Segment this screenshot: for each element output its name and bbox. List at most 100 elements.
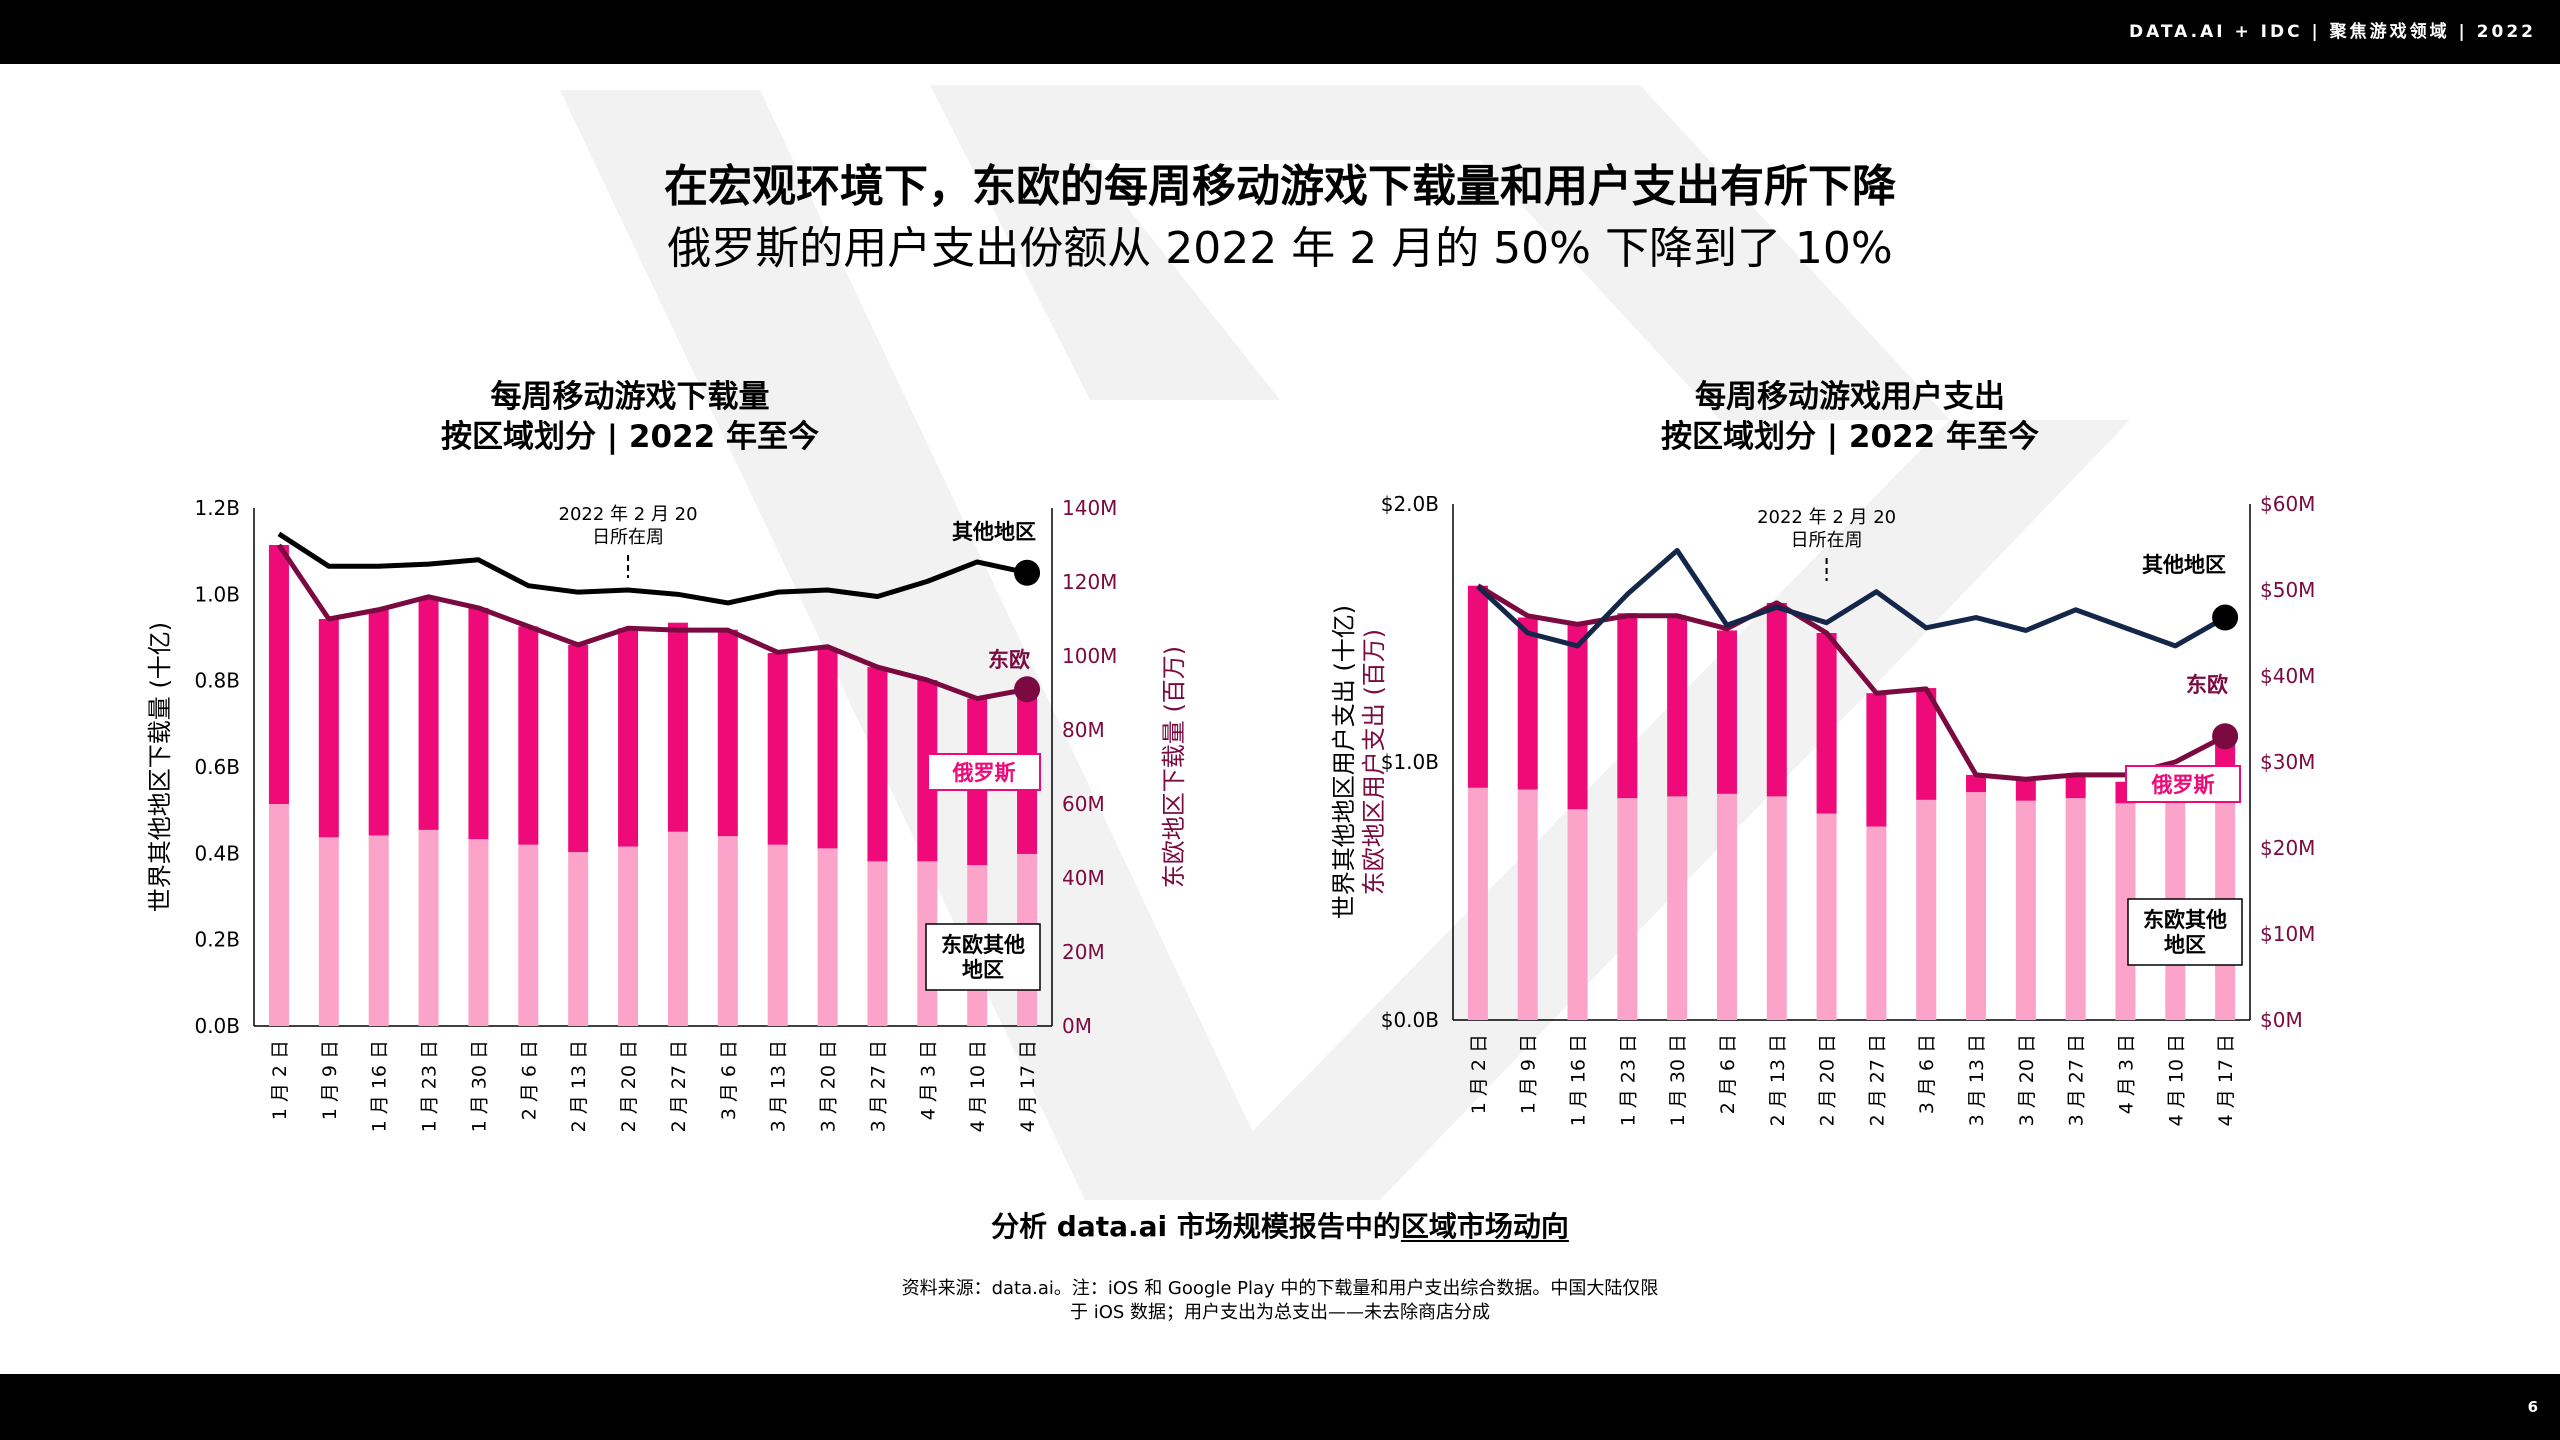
c1-category-label: 1 月 9 日 — [319, 1040, 341, 1120]
c1-category-label: 2 月 27 日 — [668, 1040, 690, 1132]
c1-bar-russia — [318, 619, 339, 838]
regional-trends-link[interactable]: 区域市场动向 — [1400, 1210, 1569, 1243]
c1-category-label: 1 月 2 日 — [269, 1040, 291, 1120]
c2-bar-russia — [2065, 776, 2086, 799]
c2-category-label: 2 月 20 日 — [1817, 1034, 1839, 1126]
c1-bar-russia — [368, 609, 389, 836]
c2-bar-russia — [1866, 693, 1887, 827]
c2-line-eastern-europe — [1476, 583, 2227, 782]
c1-dot-eastern-europe — [1014, 676, 1041, 703]
chart2-title-line1: 每周移动游戏用户支出 — [1695, 379, 2005, 415]
c2-category-label: 1 月 16 日 — [1568, 1034, 1590, 1126]
c1-category-label: 1 月 23 日 — [419, 1040, 441, 1132]
c2-right-tick-label: $40M — [2260, 664, 2315, 688]
c1-bar-russia — [817, 648, 838, 849]
c2-bar-russia — [1766, 602, 1787, 797]
c2-bar-rest-eu — [1617, 798, 1638, 1020]
c1-russia-label-box — [927, 753, 1041, 791]
c1-right-tick-label: 0M — [1062, 1014, 1092, 1038]
c1-category-label: 3 月 13 日 — [768, 1040, 790, 1132]
c2-bar-rest-eu — [1816, 813, 1837, 1020]
c2-dot-eastern-europe — [2212, 723, 2239, 750]
chart1-title-line2: 按区域划分 | 2022 年至今 — [441, 419, 819, 455]
c2-bar-rest-eu — [1766, 796, 1787, 1020]
page-subtitle: 俄罗斯的用户支出份额从 2022 年 2 月的 50% 下降到了 10% — [667, 223, 1893, 274]
c1-right-tick-label: 40M — [1062, 866, 1105, 890]
c1-bar-russia — [568, 644, 589, 853]
c2-left-tick-label: $2.0B — [1381, 492, 1439, 516]
header-brand: DATA.AI + IDC | 聚焦游戏领域 | 2022 — [2128, 22, 2536, 42]
c1-left-tick-label: 1.2B — [194, 496, 240, 520]
c1-category-label: 2 月 20 日 — [618, 1040, 640, 1132]
c1-bar-russia — [667, 622, 688, 832]
footer-analysis: 分析 data.ai 市场规模报告中的区域市场动向 — [0, 1205, 2560, 1245]
c2-category-label: 3 月 27 日 — [2066, 1034, 2088, 1126]
c1-annotation-line2: 日所在周 — [592, 527, 664, 548]
top-bar: DATA.AI + IDC | 聚焦游戏领域 | 2022 — [0, 0, 2560, 64]
c2-bar-rest-eu — [1966, 792, 1987, 1020]
c1-bar-rest-eu — [867, 861, 888, 1026]
c2-rest-eu-label-box — [2127, 898, 2243, 966]
c1-category-label: 1 月 16 日 — [369, 1040, 391, 1132]
c1-bar-russia — [867, 667, 888, 862]
c2-bar-russia — [1617, 613, 1638, 799]
c1-bar-russia — [717, 629, 738, 837]
c2-category-label: 3 月 13 日 — [1966, 1034, 1988, 1126]
c1-category-label: 2 月 13 日 — [568, 1040, 590, 1132]
c1-bar-rest-eu — [518, 844, 539, 1026]
c1-right-tick-label: 20M — [1062, 940, 1105, 964]
c1-category-label: 3 月 20 日 — [818, 1040, 840, 1132]
c1-bar-russia — [767, 653, 788, 845]
chart2-title: 每周移动游戏用户支出 按区域划分 | 2022 年至今 — [1500, 377, 2200, 457]
c2-category-label: 2 月 6 日 — [1717, 1034, 1739, 1114]
c1-right-tick-label: 100M — [1062, 644, 1117, 668]
c1-bar-russia — [418, 596, 439, 830]
c2-right-tick-label: $10M — [2260, 922, 2315, 946]
c1-category-label: 3 月 6 日 — [718, 1040, 740, 1120]
c1-label-russia: 俄罗斯 — [952, 761, 1016, 785]
c2-bar-rest-eu — [1916, 799, 1937, 1020]
c1-line-eastern-europe — [276, 543, 1028, 702]
c1-category-label: 4 月 10 日 — [967, 1040, 989, 1132]
c1-bar-russia — [468, 607, 489, 840]
c1-bar-rest-eu — [817, 848, 838, 1026]
c2-bar-rest-eu — [2015, 800, 2036, 1020]
c1-category-label: 4 月 3 日 — [917, 1040, 939, 1120]
c2-bar-rest-eu — [1517, 789, 1538, 1020]
c2-line-rest-of-world — [1476, 547, 2227, 649]
c2-bar-russia — [1816, 633, 1837, 814]
c1-right-tick-label: 60M — [1062, 792, 1105, 816]
c2-bar-russia — [1517, 617, 1538, 790]
c1-left-tick-label: 1.0B — [194, 582, 240, 606]
c1-bar-rest-eu — [418, 829, 439, 1026]
c2-bar-rest-eu — [2065, 798, 2086, 1020]
c2-bar-russia — [1667, 615, 1688, 797]
c1-bar-rest-eu — [568, 852, 589, 1026]
c1-left-axis-title: 世界其他地区下载量 (十亿) — [146, 622, 174, 912]
c1-right-tick-label: 120M — [1062, 570, 1117, 594]
chart2-title-line2: 按区域划分 | 2022 年至今 — [1661, 419, 2039, 455]
c2-right-tick-label: $20M — [2260, 836, 2315, 860]
c2-bar-russia — [1916, 688, 1937, 800]
c1-bar-rest-eu — [468, 839, 489, 1026]
c1-right-tick-label: 80M — [1062, 718, 1105, 742]
c2-label-eastern-europe: 东欧 — [2186, 673, 2228, 697]
source-note-line1: 资料来源：data.ai。注：iOS 和 Google Play 中的下载量和用… — [901, 1278, 1659, 1299]
c2-bar-rest-eu — [1716, 793, 1737, 1020]
c1-left-tick-label: 0.0B — [194, 1014, 240, 1038]
c1-bar-russia — [618, 628, 639, 847]
c1-category-label: 2 月 6 日 — [518, 1040, 540, 1120]
c2-right-axis-title: 东欧地区用户支出 (百万) — [1360, 629, 1388, 895]
c1-right-axis-title: 东欧地区下载量 (百万) — [1160, 646, 1188, 888]
c1-left-tick-label: 0.2B — [194, 928, 240, 952]
c1-bar-rest-eu — [618, 846, 639, 1026]
footer-prefix: 分析 data.ai 市场规模报告中的 — [991, 1210, 1401, 1243]
c2-category-label: 2 月 13 日 — [1767, 1034, 1789, 1126]
chart1-title-line1: 每周移动游戏下载量 — [490, 379, 770, 415]
c1-right-tick-label: 140M — [1062, 496, 1117, 520]
c1-bar-rest-eu — [318, 837, 339, 1026]
c2-bar-rest-eu — [1567, 809, 1588, 1020]
c2-right-tick-label: $60M — [2260, 492, 2315, 516]
